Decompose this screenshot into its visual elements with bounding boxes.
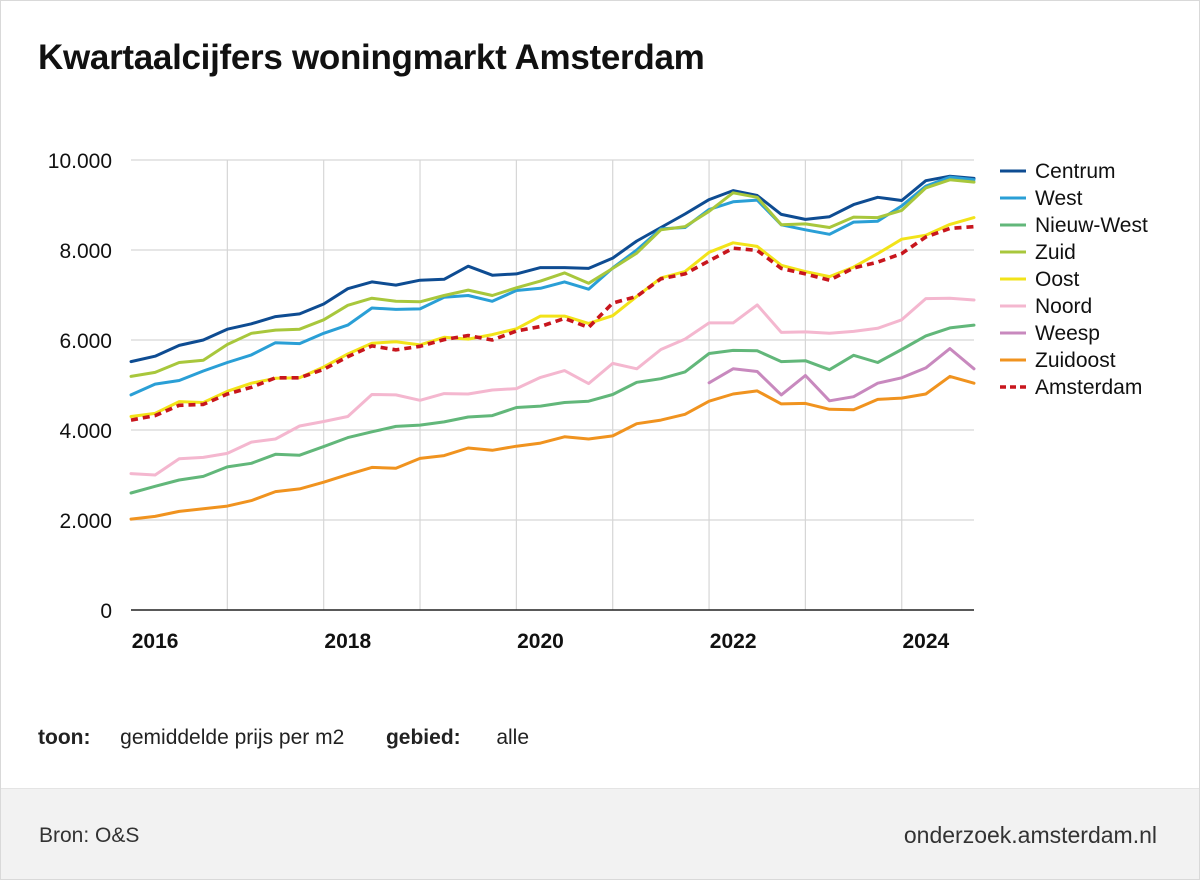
legend-item-zuidoost[interactable]: Zuidoost (1000, 349, 1116, 372)
legend-label: Noord (1035, 295, 1092, 318)
x-tick-label: 2022 (710, 630, 757, 653)
legend-item-nieuw-west[interactable]: Nieuw-West (1000, 214, 1148, 237)
x-tick-label: 2018 (324, 630, 371, 653)
legend-item-west[interactable]: West (1000, 187, 1083, 210)
y-tick-label: 6.000 (59, 330, 112, 353)
x-tick-label: 2024 (902, 630, 949, 653)
legend-label: Centrum (1035, 160, 1116, 183)
series-line-centrum (129, 174, 976, 364)
y-tick-label: 8.000 (59, 240, 112, 263)
legend-item-noord[interactable]: Noord (1000, 295, 1092, 318)
grid-layer (131, 159, 974, 610)
legend-label: Amsterdam (1035, 376, 1142, 399)
show-value[interactable]: gemiddelde prijs per m2 (120, 726, 345, 749)
series-line-zuid (129, 178, 976, 378)
page-title: Kwartaalcijfers woningmarkt Amsterdam (38, 38, 705, 77)
legend[interactable]: Centrum West Nieuw-West Zuid Oost Noord Weesp Z… (1000, 160, 1148, 399)
legend-label: Zuidoost (1035, 349, 1116, 372)
legend-label: Nieuw-West (1035, 214, 1148, 237)
series-line-noord (129, 296, 976, 477)
legend-item-weesp[interactable]: Weesp (1000, 322, 1100, 345)
area-label: gebied: (385, 726, 461, 749)
series-line-nieuw-west (129, 323, 976, 495)
y-tick-label: 0 (100, 600, 112, 623)
filter-controls: toon: gemiddelde prijs per m2 gebied: al… (38, 726, 529, 750)
series-line-zuidoost (129, 374, 976, 521)
legend-item-centrum[interactable]: Centrum (1000, 160, 1116, 183)
y-tick-label: 4.000 (59, 420, 112, 443)
x-tick-label: 2020 (517, 630, 564, 653)
show-label: toon: (38, 726, 91, 749)
legend-item-oost[interactable]: Oost (1000, 268, 1080, 291)
line-chart: 0 2.000 4.000 6.000 8.000 10.000 2016 2018 2020 2… (48, 150, 1148, 653)
area-value[interactable]: alle (496, 726, 530, 749)
series-layer (129, 174, 976, 521)
site-link[interactable]: onderzoek.amsterdam.nl (903, 822, 1157, 848)
series-line-weesp (707, 347, 976, 403)
y-tick-label: 10.000 (48, 150, 112, 173)
legend-label: Weesp (1035, 322, 1100, 345)
x-tick-label: 2016 (132, 630, 179, 653)
legend-item-amsterdam[interactable]: Amsterdam (1000, 376, 1142, 399)
series-line-west (129, 175, 976, 397)
footer: Bron: O&S onderzoek.amsterdam.nl (1, 788, 1199, 879)
series-line-oost (129, 216, 976, 418)
legend-label: Zuid (1035, 241, 1076, 264)
series-line-amsterdam (130, 224, 975, 422)
legend-label: Oost (1035, 268, 1080, 291)
source-text: Bron: O&S (39, 824, 140, 847)
legend-label: West (1035, 187, 1083, 210)
legend-item-zuid[interactable]: Zuid (1000, 241, 1076, 264)
axis-layer: 0 2.000 4.000 6.000 8.000 10.000 2016 2018 2020 2… (48, 150, 974, 653)
y-tick-label: 2.000 (59, 510, 112, 533)
